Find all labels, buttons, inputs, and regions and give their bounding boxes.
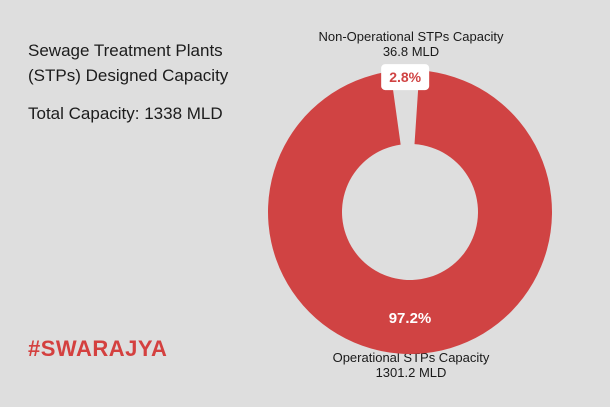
chart-title: Sewage Treatment Plants (STPs) Designed …	[28, 38, 228, 88]
non-operational-percent-label-box	[381, 64, 430, 91]
total-capacity-label: Total Capacity: 1338 MLD	[28, 104, 223, 123]
non-operational-slice-name: Non-Operational STPs Capacity	[318, 29, 504, 44]
donut-slice-operational	[267, 70, 552, 354]
swarajya-logo: #SWARAJYA	[28, 336, 168, 361]
non-operational-slice-value: 36.8 MLD	[382, 44, 440, 59]
operational-slice-name: Operational STPs Capacity	[332, 350, 490, 365]
operational-slice-value: 1301.2 MLD	[375, 365, 447, 380]
operational-percent-label: 97.2%	[389, 310, 432, 327]
chart-title-line-2: (STPs) Designed Capacity	[28, 66, 229, 85]
non-operational-percent-label: 2.8%	[389, 69, 421, 85]
operational-slice-label: Operational STPs Capacity 1301.2 MLD	[296, 350, 526, 380]
non-operational-percent-label-group: 2.8%	[381, 64, 430, 91]
non-operational-slice-label: Non-Operational STPs Capacity 36.8 MLD	[296, 29, 526, 59]
chart-title-line-1: Sewage Treatment Plants	[28, 41, 223, 60]
